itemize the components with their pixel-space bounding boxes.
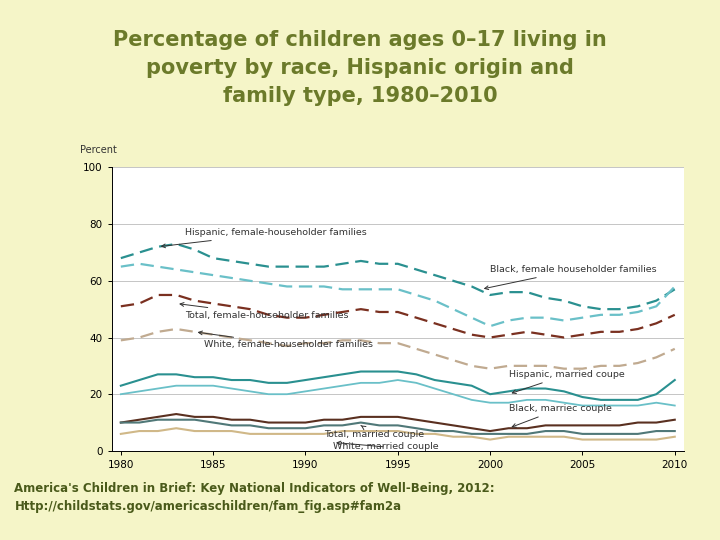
Text: Hispanic, female-householder families: Hispanic, female-householder families (161, 228, 367, 248)
Text: Total, married couple: Total, married couple (324, 426, 424, 438)
Text: White, married couple: White, married couple (333, 441, 438, 451)
Text: Black, female householder families: Black, female householder families (485, 265, 657, 289)
Text: Total, female-householder families: Total, female-householder families (180, 302, 349, 320)
Text: Black, marriec couple: Black, marriec couple (508, 404, 611, 427)
Text: Percent: Percent (80, 145, 117, 154)
Text: Percentage of children ages 0–17 living in
poverty by race, Hispanic origin and
: Percentage of children ages 0–17 living … (113, 30, 607, 106)
Text: Hispanic, married coupe: Hispanic, married coupe (508, 370, 624, 394)
Text: America's Children in Brief: Key National Indicators of Well-Being, 2012:
Http:/: America's Children in Brief: Key Nationa… (14, 482, 495, 514)
Text: White, female-householder families: White, female-householder families (199, 331, 373, 349)
